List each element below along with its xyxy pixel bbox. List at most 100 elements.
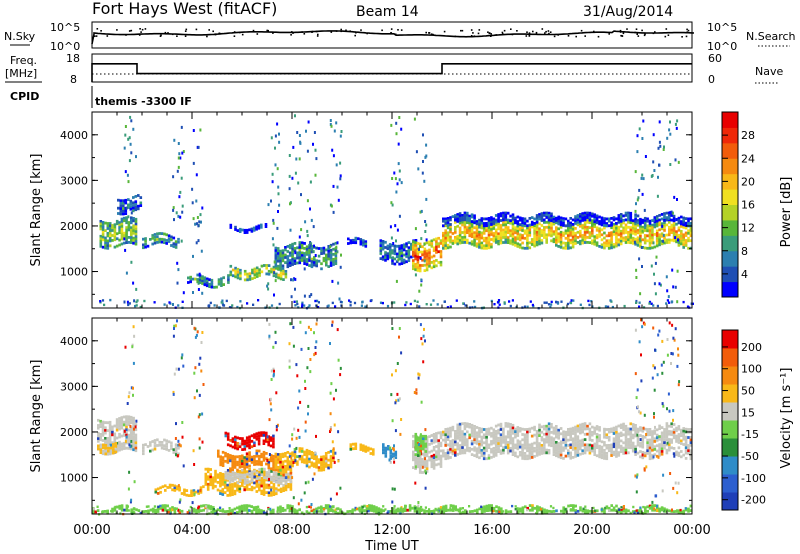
range-gate-cell bbox=[239, 473, 242, 477]
range-gate-cell bbox=[463, 211, 467, 215]
range-gate-cell bbox=[260, 479, 263, 483]
range-gate-cell bbox=[478, 235, 481, 239]
range-gate-cell bbox=[144, 240, 147, 243]
range-gate-cell bbox=[407, 248, 411, 252]
range-gate-cell bbox=[99, 435, 102, 439]
range-gate-cell bbox=[490, 448, 493, 451]
range-gate-cell bbox=[653, 233, 657, 236]
range-gate-cell bbox=[463, 238, 467, 242]
noise-search-dot bbox=[584, 35, 586, 37]
range-gate-cell bbox=[670, 214, 673, 217]
range-gate-cell bbox=[480, 236, 484, 240]
range-gate-cell bbox=[425, 470, 429, 473]
range-gate-cell bbox=[233, 489, 237, 493]
scatter-echo bbox=[127, 215, 130, 219]
range-gate-cell bbox=[461, 238, 464, 242]
scatter-echo bbox=[126, 173, 129, 177]
noise-search-dot bbox=[621, 35, 624, 37]
scatter-echo bbox=[310, 293, 313, 297]
range-gate-cell bbox=[127, 436, 131, 440]
range-gate-cell bbox=[521, 224, 524, 227]
range-gate-cell bbox=[610, 226, 613, 230]
range-gate-cell bbox=[680, 450, 683, 453]
range-gate-cell bbox=[557, 240, 560, 243]
range-gate-cell bbox=[449, 223, 452, 226]
range-gate-cell bbox=[478, 448, 481, 452]
range-gate-cell bbox=[106, 246, 110, 250]
range-gate-cell bbox=[236, 511, 239, 514]
range-gate-cell bbox=[118, 419, 121, 423]
range-gate-cell bbox=[430, 462, 434, 466]
range-gate-cell bbox=[127, 221, 131, 224]
range-gate-cell bbox=[111, 226, 114, 230]
range-gate-cell bbox=[511, 235, 515, 239]
range-gate-cell bbox=[245, 488, 249, 491]
range-gate-cell bbox=[648, 241, 652, 245]
range-gate-cell bbox=[562, 219, 565, 223]
range-gate-cell bbox=[514, 433, 517, 436]
range-gate-cell bbox=[458, 212, 462, 215]
range-gate-cell bbox=[569, 217, 572, 220]
range-gate-cell bbox=[260, 492, 263, 495]
range-gate-cell bbox=[569, 456, 572, 460]
range-gate-cell bbox=[137, 207, 140, 211]
range-gate-cell bbox=[571, 429, 575, 433]
range-gate-cell bbox=[279, 277, 283, 281]
range-gate-cell bbox=[511, 217, 515, 221]
noise-search-dot bbox=[128, 30, 131, 32]
range-gate-cell bbox=[643, 451, 647, 455]
range-gate-cell bbox=[583, 424, 587, 428]
range-gate-cell bbox=[555, 425, 558, 428]
range-gate-cell bbox=[416, 252, 420, 256]
range-gate-cell bbox=[305, 456, 309, 460]
range-gate-cell bbox=[178, 488, 181, 492]
range-gate-cell bbox=[293, 450, 297, 454]
range-gate-cell bbox=[122, 415, 126, 419]
range-gate-cell bbox=[574, 441, 577, 445]
range-gate-cell bbox=[639, 426, 642, 429]
range-gate-cell bbox=[228, 486, 232, 489]
range-gate-cell bbox=[388, 243, 392, 246]
range-gate-cell bbox=[156, 438, 159, 442]
range-gate-cell bbox=[322, 509, 325, 513]
range-gate-cell bbox=[322, 455, 326, 459]
range-gate-cell bbox=[588, 438, 592, 442]
range-gate-cell bbox=[413, 505, 417, 509]
range-gate-cell bbox=[135, 508, 138, 512]
range-gate-cell bbox=[125, 431, 128, 434]
scatter-echo bbox=[314, 173, 317, 177]
range-gate-cell bbox=[687, 231, 690, 235]
range-gate-cell bbox=[624, 223, 628, 227]
noise-search-dot bbox=[548, 32, 550, 35]
range-gate-cell bbox=[617, 218, 621, 222]
range-gate-cell bbox=[202, 504, 205, 508]
range-gate-cell bbox=[217, 282, 221, 286]
range-gate-cell bbox=[514, 451, 517, 455]
range-gate-cell bbox=[286, 250, 290, 253]
range-gate-cell bbox=[414, 257, 417, 261]
range-gate-cell bbox=[384, 251, 387, 254]
range-gate-cell bbox=[219, 509, 222, 512]
range-gate-cell bbox=[231, 476, 235, 480]
range-gate-cell bbox=[670, 226, 673, 229]
range-gate-cell bbox=[514, 435, 517, 439]
range-gate-cell bbox=[188, 511, 191, 515]
range-gate-cell bbox=[526, 229, 529, 233]
range-gate-cell bbox=[653, 245, 657, 249]
range-gate-cell bbox=[456, 447, 459, 451]
range-gate-cell bbox=[428, 256, 431, 260]
range-gate-cell bbox=[610, 217, 613, 220]
range-gate-cell bbox=[530, 453, 534, 457]
range-gate-cell bbox=[97, 437, 100, 441]
scatter-echo bbox=[290, 295, 293, 299]
range-gate-cell bbox=[555, 454, 558, 458]
range-gate-cell bbox=[425, 252, 429, 256]
ground-echo bbox=[425, 303, 428, 306]
range-gate-cell bbox=[277, 478, 281, 482]
range-gate-cell bbox=[198, 276, 202, 280]
range-gate-cell bbox=[485, 509, 489, 512]
range-gate-cell bbox=[610, 231, 613, 235]
range-gate-cell bbox=[437, 507, 441, 511]
range-gate-cell bbox=[212, 510, 215, 514]
noise-search-dot bbox=[233, 31, 236, 33]
